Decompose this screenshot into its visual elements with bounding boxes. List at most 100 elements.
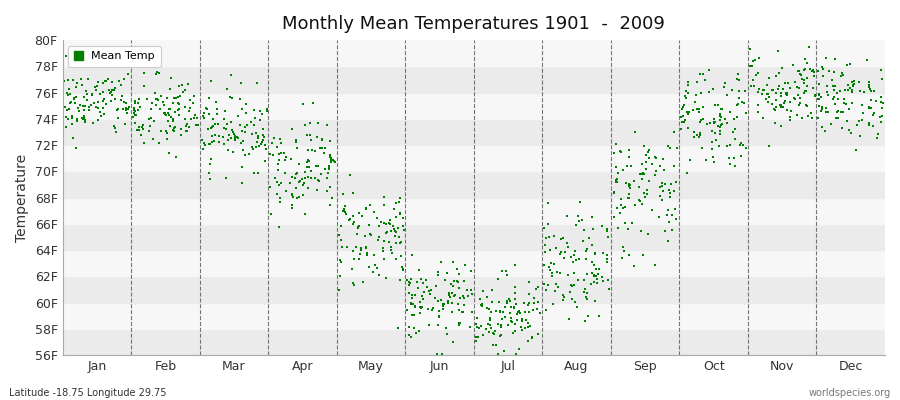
Point xyxy=(290,195,304,201)
Point xyxy=(795,76,809,82)
Point xyxy=(421,306,436,312)
Point xyxy=(181,80,195,87)
Point xyxy=(486,330,500,336)
Point xyxy=(806,69,821,76)
Point xyxy=(485,287,500,293)
Point xyxy=(97,96,112,103)
Point xyxy=(446,278,461,284)
Point xyxy=(537,224,552,231)
Point xyxy=(660,212,674,218)
Point xyxy=(645,206,660,213)
Point xyxy=(802,44,816,50)
Point xyxy=(577,227,591,233)
Point xyxy=(835,109,850,116)
Point xyxy=(354,244,368,251)
Point xyxy=(841,87,855,93)
Point xyxy=(705,139,719,145)
Bar xyxy=(62,66,885,93)
Point xyxy=(543,247,557,253)
Point xyxy=(304,137,319,143)
Point xyxy=(613,148,627,154)
Point xyxy=(303,132,318,138)
Point xyxy=(622,183,636,189)
Point xyxy=(364,232,378,238)
Point xyxy=(376,238,391,245)
Point xyxy=(811,95,825,102)
Point xyxy=(226,129,240,136)
Point xyxy=(292,194,306,200)
Point xyxy=(723,142,737,148)
Point xyxy=(773,104,788,110)
Point xyxy=(121,71,135,77)
Point xyxy=(637,143,652,149)
Point xyxy=(279,188,293,194)
Point xyxy=(578,318,592,325)
Point xyxy=(776,86,790,92)
Point xyxy=(389,240,403,246)
Point xyxy=(773,92,788,99)
Point xyxy=(393,210,408,217)
Point xyxy=(322,166,337,172)
Point xyxy=(182,124,196,130)
Point xyxy=(556,294,571,300)
Point xyxy=(117,121,131,127)
Point xyxy=(780,92,795,98)
Point xyxy=(720,92,734,98)
Point xyxy=(67,94,81,101)
Point xyxy=(343,172,357,178)
Point xyxy=(99,78,113,85)
Point xyxy=(217,116,231,122)
Point xyxy=(824,121,838,127)
Point xyxy=(248,122,262,128)
Point xyxy=(172,106,186,112)
Point xyxy=(220,121,234,127)
Point xyxy=(379,230,393,236)
Point xyxy=(873,114,887,120)
Point xyxy=(876,100,890,106)
Bar xyxy=(62,171,885,198)
Point xyxy=(521,320,535,326)
Point xyxy=(78,119,93,126)
Point xyxy=(686,107,700,113)
Point xyxy=(61,92,76,98)
Point xyxy=(508,296,523,302)
Point xyxy=(106,87,121,94)
Point xyxy=(107,96,122,102)
Point xyxy=(609,205,624,211)
Point xyxy=(279,154,293,160)
Point xyxy=(566,252,580,258)
Point xyxy=(246,146,260,152)
Point xyxy=(393,238,408,245)
Point xyxy=(847,80,861,87)
Point xyxy=(130,107,145,113)
Point xyxy=(562,289,577,295)
Point xyxy=(447,292,462,299)
Point xyxy=(706,146,720,152)
Point xyxy=(663,194,678,200)
Point xyxy=(301,174,315,180)
Point xyxy=(791,68,806,74)
Point xyxy=(401,279,416,286)
Point xyxy=(743,45,758,52)
Point xyxy=(224,119,238,126)
Point xyxy=(621,226,635,232)
Point xyxy=(376,247,391,254)
Point xyxy=(104,79,119,86)
Point xyxy=(442,290,456,297)
Point xyxy=(334,237,348,244)
Point xyxy=(833,109,848,115)
Point xyxy=(572,256,586,262)
Point xyxy=(815,104,830,110)
Point xyxy=(496,309,510,315)
Point xyxy=(177,116,192,122)
Point xyxy=(318,145,332,151)
Point xyxy=(464,309,479,316)
Point xyxy=(567,270,581,276)
Point xyxy=(235,164,249,170)
Point xyxy=(492,299,507,305)
Point xyxy=(164,114,178,121)
Point xyxy=(382,217,397,223)
Point xyxy=(358,204,373,211)
Point xyxy=(156,98,170,105)
Point xyxy=(539,234,554,241)
